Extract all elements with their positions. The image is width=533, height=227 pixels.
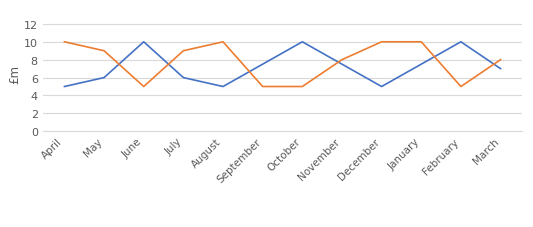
Working capital	[220, 86, 226, 89]
Cash	[458, 86, 464, 89]
Legend: Working capital, Cash: Working capital, Cash	[188, 224, 377, 227]
Cash	[180, 50, 187, 53]
Working capital	[61, 86, 68, 89]
Working capital	[101, 77, 107, 80]
Y-axis label: £m: £m	[8, 64, 21, 83]
Cash	[260, 86, 266, 89]
Line: Working capital: Working capital	[64, 43, 500, 87]
Working capital	[458, 41, 464, 44]
Working capital	[497, 68, 504, 71]
Working capital	[299, 41, 305, 44]
Cash	[299, 86, 305, 89]
Working capital	[180, 77, 187, 80]
Line: Cash: Cash	[64, 43, 500, 87]
Cash	[61, 41, 68, 44]
Cash	[220, 41, 226, 44]
Cash	[339, 59, 345, 62]
Cash	[418, 41, 424, 44]
Working capital	[141, 41, 147, 44]
Working capital	[260, 64, 266, 66]
Cash	[497, 59, 504, 62]
Cash	[101, 50, 107, 53]
Working capital	[418, 64, 424, 66]
Working capital	[378, 86, 385, 89]
Working capital	[339, 64, 345, 66]
Cash	[141, 86, 147, 89]
Cash	[378, 41, 385, 44]
